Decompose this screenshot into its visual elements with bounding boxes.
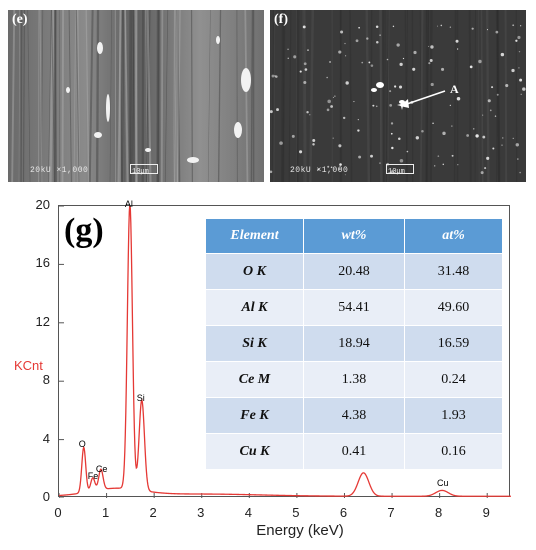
cell-at: 49.60 (404, 289, 503, 326)
table-row: Fe K 4.38 1.93 (205, 397, 503, 434)
y-tick-label: 16 (35, 255, 50, 271)
sem-image-e: (e) 20kU ×1,000 10μm (8, 10, 264, 182)
marker-label-a: A (450, 82, 459, 96)
peak-label: O (78, 438, 86, 449)
cell-wt: 0.41 (303, 433, 405, 470)
panel-label-g: (g) (64, 212, 104, 249)
x-tick-label: 5 (292, 505, 300, 520)
x-tick-label: 2 (149, 505, 157, 520)
y-tick-label: 12 (35, 313, 50, 329)
cell-element: Fe K (205, 397, 304, 434)
cell-at: 16.59 (404, 325, 503, 362)
peak-label: Ce (95, 463, 108, 474)
y-axis-label: KCnt (14, 358, 43, 373)
table-row: Cu K 0.41 0.16 (205, 433, 503, 470)
x-tick-label: 7 (387, 505, 395, 520)
arrow-line (403, 90, 446, 106)
x-tick-label: 3 (197, 505, 205, 520)
x-axis-label: Energy (keV) (256, 522, 344, 539)
y-tick-label: 4 (42, 430, 50, 446)
spectrum-line (59, 206, 511, 497)
scale-label-f: 10μm (388, 168, 405, 176)
table-row: O K 20.48 31.48 (205, 253, 503, 290)
table-header-row: Element wt% at% (205, 218, 503, 254)
sem-texture-f (270, 10, 526, 182)
peak-label: Al (124, 199, 133, 210)
table-row: Si K 18.94 16.59 (205, 325, 503, 362)
peak-label: Fe (87, 470, 99, 481)
y-tick-label: 8 (42, 372, 50, 388)
header-element: Element (205, 218, 304, 254)
cell-element: O K (205, 253, 304, 290)
point-a-marker (397, 100, 407, 110)
eds-spectrum (59, 206, 511, 498)
peak-label: Si (136, 393, 145, 404)
header-wt: wt% (303, 218, 405, 254)
panel-label-e: (e) (12, 12, 28, 27)
x-tick-label: 8 (435, 505, 443, 520)
cell-element: Si K (205, 325, 304, 362)
sem-image-f: (f) A 20kU ×1,000 10μm (270, 10, 526, 182)
cell-wt: 1.38 (303, 361, 405, 398)
cell-element: Ce M (205, 361, 304, 398)
peak-label: Cu (437, 478, 449, 489)
x-tick-label: 0 (54, 505, 62, 520)
cell-at: 31.48 (404, 253, 503, 290)
cell-at: 0.16 (404, 433, 503, 470)
panel-label-f: (f) (274, 12, 288, 27)
table-row: Al K 54.41 49.60 (205, 289, 503, 326)
cell-element: Cu K (205, 433, 304, 470)
cell-wt: 18.94 (303, 325, 405, 362)
cell-wt: 20.48 (303, 253, 405, 290)
y-tick-label: 0 (42, 489, 50, 504)
x-tick-label: 1 (101, 505, 110, 520)
sem-info-e: 20kU ×1,000 (30, 166, 89, 175)
table-row: Ce M 1.38 0.24 (205, 361, 503, 398)
sem-info-f: 20kU ×1,000 (290, 166, 349, 175)
cell-at: 0.24 (404, 361, 503, 398)
scalebar-f (386, 164, 414, 174)
sem-texture-e (8, 10, 264, 182)
y-tick-label: 20 (35, 197, 50, 212)
cell-wt: 4.38 (303, 397, 405, 434)
header-at: at% (404, 218, 503, 254)
composition-table: Element wt% at% O K 20.48 31.48 Al K 54.… (205, 218, 503, 470)
scale-label-e: 10μm (132, 168, 149, 176)
cell-wt: 54.41 (303, 289, 405, 326)
x-tick-label: 6 (339, 505, 348, 520)
scalebar-e (130, 164, 158, 174)
cell-at: 1.93 (404, 397, 503, 434)
x-tick-label: 9 (482, 505, 490, 520)
x-tick-label: 4 (244, 505, 252, 520)
cell-element: Al K (205, 289, 304, 326)
